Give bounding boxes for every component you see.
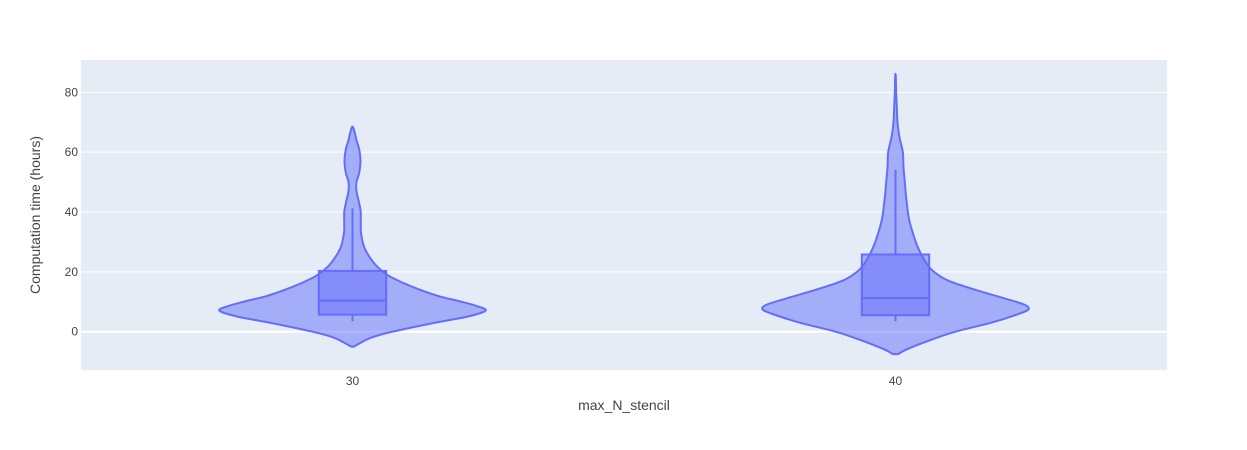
y-tick-labels: 0 20 40 60 80: [65, 85, 79, 338]
y-tick-label: 40: [65, 205, 79, 219]
x-axis-title: max_N_stencil: [578, 397, 670, 413]
violin-box: [317, 269, 388, 316]
x-tick-label: 40: [889, 374, 903, 388]
violin-40: [761, 72, 1030, 356]
gridlines: [81, 91, 1167, 333]
x-tick-labels: 30 40: [346, 374, 903, 388]
y-tick-label: 80: [65, 85, 79, 99]
violin-box: [860, 253, 931, 317]
y-axis-title: Computation time (hours): [27, 136, 43, 294]
y-tick-label: 20: [65, 265, 79, 279]
x-tick-label: 30: [346, 374, 360, 388]
violins: [218, 72, 1030, 356]
violin-30: [218, 125, 487, 348]
plot-area: [81, 60, 1167, 370]
y-tick-label: 60: [65, 145, 79, 159]
y-tick-label: 0: [71, 325, 78, 339]
